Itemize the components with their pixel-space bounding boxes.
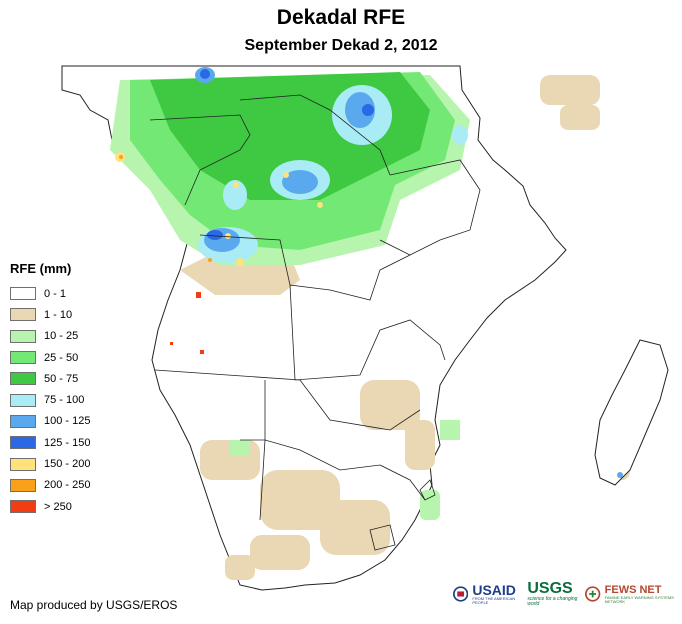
legend-swatch bbox=[10, 457, 36, 471]
credit-text: Map produced by USGS/EROS bbox=[10, 598, 178, 612]
legend-swatch bbox=[10, 478, 36, 492]
usgs-logo-subtext: science for a changing world bbox=[527, 596, 578, 607]
rfe-200-250-areas bbox=[119, 155, 212, 262]
legend-swatch bbox=[10, 414, 36, 428]
legend-label: 200 - 250 bbox=[44, 479, 91, 492]
usaid-seal-icon bbox=[453, 586, 469, 602]
usaid-logo-text: USAID bbox=[472, 582, 516, 598]
legend-row: 150 - 200 bbox=[10, 453, 90, 474]
partner-logos: USAID FROM THE AMERICAN PEOPLE USGS scie… bbox=[453, 581, 682, 607]
legend-row: 50 - 75 bbox=[10, 368, 90, 389]
legend-swatch bbox=[10, 500, 36, 514]
legend-row: 100 - 125 bbox=[10, 411, 90, 432]
legend-swatch bbox=[10, 436, 36, 450]
legend-label: 100 - 125 bbox=[44, 415, 91, 428]
legend-swatch bbox=[10, 372, 36, 386]
rfe-100-125-areas bbox=[195, 67, 375, 252]
fews-net-logo-subtext: FAMINE EARLY WARNING SYSTEMS NETWORK bbox=[604, 594, 674, 604]
legend-row: > 250 bbox=[10, 496, 90, 517]
legend-label: 125 - 150 bbox=[44, 436, 91, 449]
legend-label: 10 - 25 bbox=[44, 330, 79, 343]
legend-swatch bbox=[10, 393, 36, 407]
legend-row: 25 - 50 bbox=[10, 347, 90, 368]
legend-swatch bbox=[10, 351, 36, 365]
legend-row: 200 - 250 bbox=[10, 475, 90, 496]
fews-net-logo-text: FEWS NET bbox=[604, 583, 662, 596]
legend-row: 0 - 1 bbox=[10, 283, 90, 304]
legend-swatch bbox=[10, 287, 36, 301]
legend-label: > 250 bbox=[44, 500, 72, 513]
legend-row: 1 - 10 bbox=[10, 304, 90, 325]
usaid-logo-subtext: FROM THE AMERICAN PEOPLE bbox=[472, 596, 516, 605]
legend-label: 0 - 1 bbox=[44, 287, 67, 300]
madagascar bbox=[594, 339, 669, 486]
rfe-125-150-areas bbox=[200, 69, 374, 240]
legend-row: 125 - 150 bbox=[10, 432, 90, 453]
legend-label: 25 - 50 bbox=[44, 351, 79, 364]
country-borders bbox=[149, 94, 481, 551]
legend-row: 75 - 100 bbox=[10, 389, 90, 410]
usgs-logo-text: USGS bbox=[527, 580, 573, 597]
legend-label: 50 - 75 bbox=[44, 372, 79, 385]
legend-label: 1 - 10 bbox=[44, 308, 73, 321]
legend: RFE (mm) 0 - 1 1 - 10 10 - 25 25 - 50 50 - 7… bbox=[10, 261, 90, 517]
legend-title: RFE (mm) bbox=[10, 261, 72, 276]
legend-row: 10 - 25 bbox=[10, 326, 90, 347]
legend-swatch bbox=[10, 308, 36, 322]
legend-swatch bbox=[10, 329, 36, 343]
fews-net-globe-icon bbox=[585, 586, 601, 602]
map-subtitle: September Dekad 2, 2012 bbox=[244, 37, 438, 54]
map-title: Dekadal RFE bbox=[276, 6, 406, 29]
legend-label: 150 - 200 bbox=[44, 458, 91, 471]
legend-label: 75 - 100 bbox=[44, 394, 85, 407]
